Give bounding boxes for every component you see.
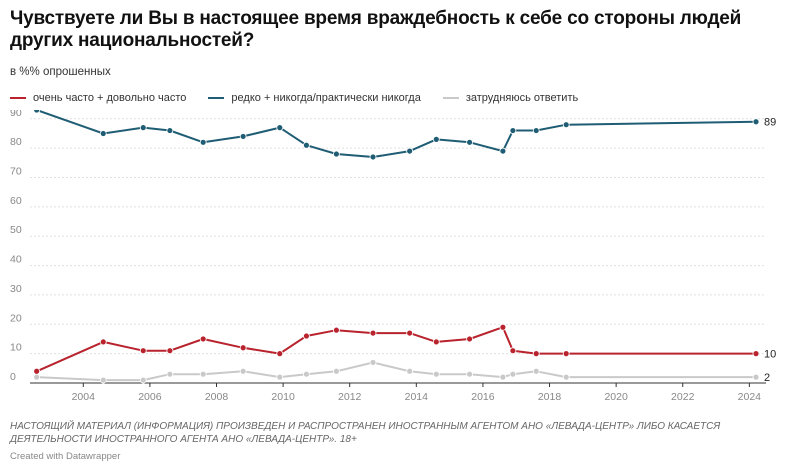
- series-0-point-5: [239, 344, 247, 352]
- x-tick-label-2004: 2004: [72, 391, 96, 403]
- series-0-point-7: [303, 332, 310, 340]
- series-0-point-11: [432, 338, 440, 346]
- x-tick-label-2018: 2018: [538, 391, 562, 403]
- series-1-point-1: [99, 130, 107, 137]
- series-0-point-17: [752, 350, 760, 358]
- x-tick-label-2014: 2014: [405, 391, 429, 403]
- series-2-point-5: [239, 367, 247, 375]
- series-2-point-9: [369, 359, 377, 366]
- y-tick-label-80: 80: [10, 136, 22, 148]
- legend-label-rarely: редко + никогда/практически никогда: [231, 92, 421, 104]
- legend-swatch-rarely: [208, 97, 225, 99]
- x-tick-label-2024: 2024: [738, 391, 762, 403]
- series-2-point-13: [499, 373, 507, 381]
- series-0-point-9: [369, 329, 377, 337]
- series-2-point-12: [466, 370, 474, 378]
- series-2-point-7: [303, 370, 310, 378]
- series-1-point-4: [199, 138, 207, 146]
- series-1-point-16: [562, 121, 570, 129]
- legend-label-often: очень часто + довольно часто: [33, 92, 187, 104]
- series-line-2: [36, 361, 756, 382]
- series-1-point-10: [406, 147, 414, 155]
- x-tick-label-2010: 2010: [271, 391, 295, 403]
- series-2-point-2: [139, 376, 147, 384]
- series-1-point-17: [752, 118, 760, 126]
- series-2-point-8: [332, 367, 340, 375]
- series-1-point-8: [332, 150, 340, 158]
- series-2-point-0: [33, 373, 41, 381]
- series-end-label-1: 89: [764, 117, 776, 129]
- series-1-point-13: [499, 147, 507, 155]
- series-0-point-16: [562, 350, 570, 358]
- y-tick-label-20: 20: [10, 312, 22, 324]
- series-1-point-3: [166, 127, 174, 134]
- series-2-point-16: [562, 373, 570, 381]
- legend-swatch-often: [10, 97, 26, 99]
- chart-legend: очень часто + довольно часто редко + ник…: [10, 92, 578, 104]
- series-line-1: [36, 110, 757, 158]
- series-2-point-11: [432, 370, 440, 378]
- legend-swatch-undecided: [442, 97, 459, 99]
- series-1-point-14: [509, 127, 517, 134]
- series-2-point-1: [99, 376, 107, 384]
- x-tick-label-2012: 2012: [338, 391, 362, 403]
- chart-title: Чувствуете ли Вы в настоящее время вражд…: [10, 8, 742, 51]
- y-tick-label-0: 0: [10, 371, 16, 383]
- series-2-point-4: [199, 370, 207, 378]
- series-2-point-14: [509, 370, 517, 378]
- x-tick-label-2020: 2020: [604, 391, 628, 403]
- series-line-0: [36, 326, 756, 373]
- series-0-point-1: [99, 338, 107, 346]
- series-2-point-6: [276, 373, 284, 381]
- series-0-point-3: [166, 347, 174, 355]
- series-2-point-3: [166, 370, 174, 378]
- series-2-point-17: [752, 373, 760, 381]
- x-tick-label-2008: 2008: [205, 391, 229, 403]
- x-tick-label-2006: 2006: [138, 391, 162, 403]
- series-2-point-15: [532, 367, 540, 375]
- y-tick-label-90: 90: [10, 110, 22, 119]
- legend-item-undecided: затрудняюсь ответить: [442, 92, 579, 104]
- y-tick-label-70: 70: [10, 166, 22, 178]
- legend-label-undecided: затрудняюсь ответить: [465, 92, 579, 104]
- series-0-point-4: [199, 335, 207, 343]
- series-0-point-10: [406, 329, 414, 337]
- legend-item-often: очень часто + довольно часто: [10, 92, 186, 104]
- series-end-label-0: 10: [764, 349, 776, 361]
- series-0-point-8: [332, 326, 340, 334]
- series-1-point-0: [33, 110, 41, 114]
- chart-subtitle: в %% опрошенных: [10, 66, 111, 78]
- y-tick-label-60: 60: [10, 195, 22, 207]
- y-tick-label-10: 10: [10, 342, 22, 354]
- series-1-point-11: [432, 135, 440, 143]
- series-0-point-2: [139, 347, 147, 355]
- series-end-label-2: 2: [764, 372, 770, 384]
- y-tick-label-50: 50: [10, 224, 22, 236]
- series-0-point-14: [509, 347, 517, 355]
- y-tick-label-40: 40: [10, 254, 22, 266]
- series-1-point-15: [532, 127, 540, 134]
- credit-line: Created with Datawrapper: [10, 451, 121, 462]
- series-1-point-5: [239, 133, 247, 140]
- series-1-point-7: [303, 141, 310, 149]
- series-1-point-6: [276, 124, 284, 132]
- series-0-point-13: [499, 323, 507, 331]
- series-0-point-0: [33, 367, 41, 375]
- series-2-point-10: [406, 367, 414, 375]
- x-tick-label-2022: 2022: [671, 391, 695, 403]
- series-0-point-15: [532, 350, 540, 358]
- series-0-point-6: [276, 350, 284, 358]
- series-1-point-2: [139, 124, 147, 132]
- legend-item-rarely: редко + никогда/практически никогда: [208, 92, 421, 104]
- series-1-point-9: [369, 153, 377, 161]
- x-tick-label-2016: 2016: [471, 391, 495, 403]
- series-1-point-12: [466, 138, 474, 146]
- line-chart: 0 10 20 30 40 50 60 70 80 90 2004 2006 2008 2010 2012 2…: [10, 110, 776, 403]
- legal-note: НАСТОЯЩИЙ МАТЕРИАЛ (ИНФОРМАЦИЯ) ПРОИЗВЕД…: [10, 421, 721, 445]
- series-0-point-12: [466, 335, 474, 343]
- y-tick-label-30: 30: [10, 283, 22, 295]
